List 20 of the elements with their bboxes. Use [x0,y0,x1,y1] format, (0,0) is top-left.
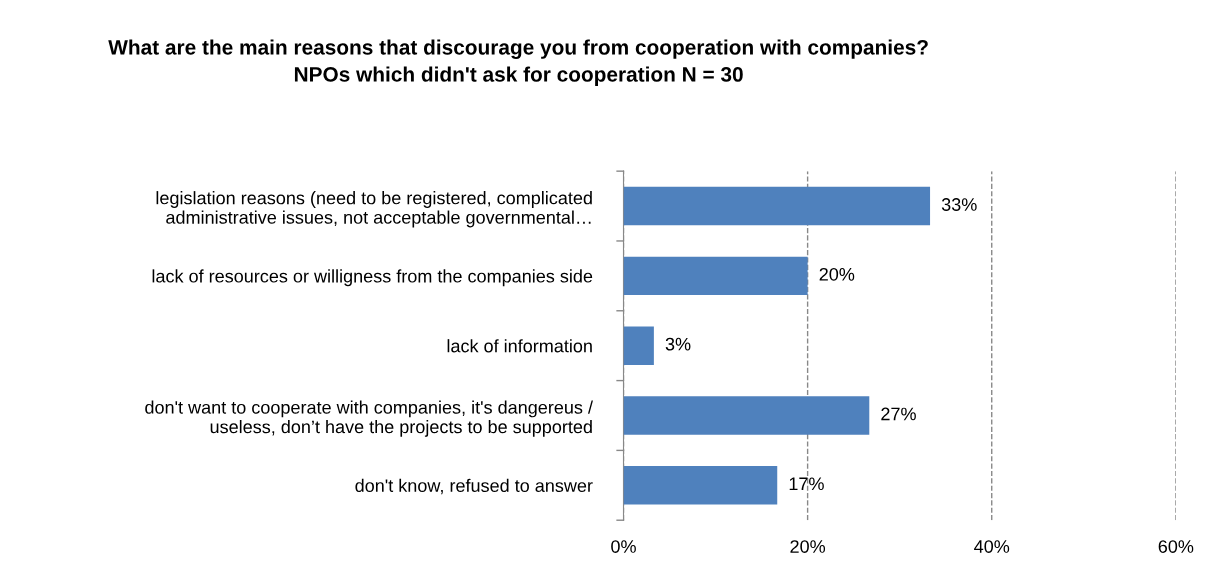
bar [623,396,870,435]
bar [623,466,778,505]
y-tick-label: don't want to cooperate with companies, it's dangereus / useless, don’t have the projects to be supported [145,400,593,437]
y-tick-label: legislation reasons (need to be registered, complicated administrative issues, not acceptable governmental… [156,191,592,228]
x-tick-label: 0% [611,540,636,553]
y-tick-label: lack of information [447,339,592,353]
bar [623,256,808,296]
y-tick-label: lack of resources or willigness from the companies side [152,269,593,287]
chart-title: What are the main reasons that discourage you from cooperation with companies? NPOs which didn't ask for cooperation N = 30 [108,39,928,86]
data-label: 33% [941,198,977,211]
data-label: 3% [665,337,691,351]
y-tick-label: don't know, refused to answer [355,478,593,495]
data-label: 27% [881,407,916,421]
bar [623,186,931,226]
x-tick-label: 60% [1158,540,1194,553]
data-label: 17% [789,477,824,491]
x-tick-label: 20% [790,540,826,553]
x-tick-label: 40% [974,540,1010,553]
data-label: 20% [819,267,855,281]
bar [623,326,654,365]
